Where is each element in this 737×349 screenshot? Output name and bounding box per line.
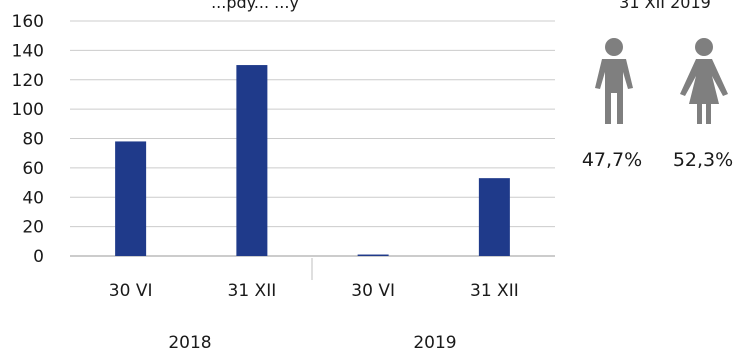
- y-tick-label: 160: [12, 12, 44, 32]
- y-axis-ticks: 0 20 40 60 80 100 120 140 160: [12, 12, 44, 267]
- male-person-icon: [595, 38, 633, 124]
- bar: [236, 65, 268, 256]
- y-tick-label: 40: [22, 188, 44, 208]
- y-tick-label: 60: [22, 159, 44, 179]
- y-tick-label: 140: [12, 41, 44, 61]
- x-category-label: 30 VI: [109, 281, 153, 301]
- female-percent: 52,3%: [673, 149, 733, 171]
- group-label-2018: 2018: [168, 333, 211, 349]
- x-axis-categories: 30 VI 31 XII 30 VI 31 XII: [109, 281, 519, 301]
- y-tick-label: 80: [22, 130, 44, 150]
- clipped-title-text: ...pdy... ...y: [211, 0, 299, 12]
- bar: [115, 141, 147, 256]
- x-category-label: 31 XII: [470, 281, 519, 301]
- y-tick-label: 120: [12, 71, 44, 91]
- y-tick-label: 100: [12, 100, 44, 120]
- bar: [478, 178, 510, 256]
- bars: [115, 65, 510, 256]
- y-tick-label: 20: [22, 218, 44, 238]
- female-person-icon: [680, 38, 728, 124]
- bar: [357, 254, 389, 256]
- x-category-label: 31 XII: [228, 281, 277, 301]
- clipped-date-text: 31 XII 2019: [619, 0, 711, 12]
- gridlines: [70, 20, 555, 257]
- male-percent: 47,7%: [582, 149, 642, 171]
- y-tick-label: 0: [33, 247, 44, 267]
- group-label-2019: 2019: [413, 333, 456, 349]
- x-category-label: 30 VI: [351, 281, 395, 301]
